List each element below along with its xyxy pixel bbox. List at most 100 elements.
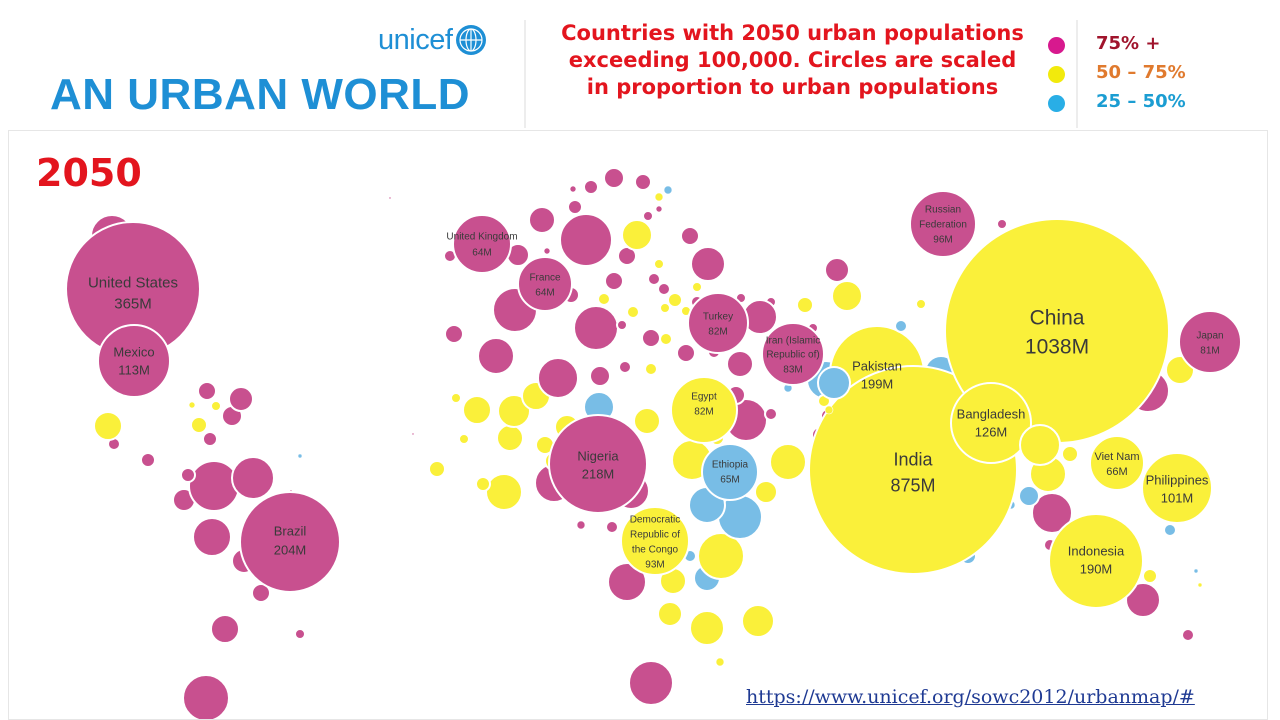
country-bubble[interactable] [589, 365, 611, 387]
country-bubble[interactable] [537, 357, 579, 399]
country-bubble[interactable] [192, 517, 232, 557]
bubble-russian-federation[interactable] [909, 190, 977, 258]
country-bubble[interactable] [824, 405, 834, 415]
country-bubble[interactable] [477, 337, 515, 375]
country-bubble[interactable] [1197, 582, 1203, 588]
country-bubble[interactable] [655, 205, 663, 213]
country-bubble[interactable] [1193, 568, 1199, 574]
source-link[interactable]: https://www.unicef.org/sowc2012/urbanmap… [746, 686, 1195, 708]
country-bubble[interactable] [231, 456, 275, 500]
country-bubble[interactable] [1181, 628, 1195, 642]
bubble-democratic-republic-of-the-congo[interactable] [620, 506, 690, 576]
country-bubble[interactable] [462, 395, 492, 425]
country-bubble[interactable] [690, 246, 726, 282]
country-bubble[interactable] [559, 213, 613, 267]
country-bubble[interactable] [628, 660, 674, 706]
country-bubble[interactable] [633, 407, 661, 435]
bubble-map[interactable]: United States 365M Mexico 113M Brazil 204M Uni… [9, 131, 1267, 719]
country-bubble[interactable] [653, 258, 665, 270]
country-bubble[interactable] [182, 674, 230, 719]
country-bubble[interactable] [428, 460, 446, 478]
bubble-france[interactable] [517, 256, 573, 312]
country-bubble[interactable] [659, 332, 673, 346]
country-bubble[interactable] [659, 302, 671, 314]
country-bubble[interactable] [726, 350, 754, 378]
country-bubble[interactable] [667, 292, 683, 308]
country-bubble[interactable] [583, 179, 599, 195]
country-bubble[interactable] [621, 219, 653, 251]
country-bubble[interactable] [567, 199, 583, 215]
country-bubble[interactable] [388, 196, 392, 200]
country-bubble[interactable] [616, 319, 628, 331]
bubble-japan[interactable] [1178, 310, 1242, 374]
bubble-viet-nam[interactable] [1089, 435, 1145, 491]
bubble-philippines[interactable] [1141, 452, 1213, 524]
country-bubble[interactable] [817, 366, 851, 400]
country-bubble[interactable] [497, 394, 531, 428]
country-bubble[interactable] [680, 226, 700, 246]
country-bubble[interactable] [210, 400, 222, 412]
country-bubble[interactable] [618, 360, 632, 374]
country-bubble[interactable] [210, 614, 240, 644]
country-bubble[interactable] [697, 532, 745, 580]
country-bubble[interactable] [996, 218, 1008, 230]
country-bubble[interactable] [597, 292, 611, 306]
country-bubble[interactable] [915, 298, 927, 310]
country-bubble[interactable] [657, 282, 671, 296]
country-bubble[interactable] [754, 480, 778, 504]
country-bubble[interactable] [644, 362, 658, 376]
country-bubble[interactable] [1125, 582, 1161, 618]
bubble-brazil[interactable] [239, 491, 341, 593]
country-bubble[interactable] [607, 562, 647, 602]
country-bubble[interactable] [496, 424, 524, 452]
country-bubble[interactable] [626, 305, 640, 319]
country-bubble[interactable] [831, 280, 863, 312]
bubble-iran-islamic-republic-of[interactable] [761, 322, 825, 386]
country-bubble[interactable] [228, 386, 254, 412]
country-bubble[interactable] [691, 281, 703, 293]
country-bubble[interactable] [634, 173, 652, 191]
country-bubble[interactable] [676, 343, 696, 363]
country-bubble[interactable] [573, 305, 619, 351]
country-bubble[interactable] [764, 407, 778, 421]
country-bubble[interactable] [180, 467, 196, 483]
country-bubble[interactable] [657, 601, 683, 627]
country-bubble[interactable] [444, 324, 464, 344]
bubble-indonesia[interactable] [1048, 513, 1144, 609]
country-bubble[interactable] [654, 192, 664, 202]
country-bubble[interactable] [188, 401, 196, 409]
country-bubble[interactable] [140, 452, 156, 468]
bubble-turkey[interactable] [687, 292, 749, 354]
country-bubble[interactable] [689, 610, 725, 646]
country-bubble[interactable] [411, 432, 415, 436]
country-bubble[interactable] [641, 328, 661, 348]
country-bubble[interactable] [1018, 485, 1040, 507]
country-bubble[interactable] [528, 206, 556, 234]
country-bubble[interactable] [715, 657, 725, 667]
country-bubble[interactable] [824, 257, 850, 283]
bubble-bangladesh[interactable] [950, 382, 1032, 464]
bubble-ethiopia[interactable] [701, 443, 759, 501]
country-bubble[interactable] [485, 473, 523, 511]
country-bubble[interactable] [769, 443, 807, 481]
country-bubble[interactable] [1031, 492, 1073, 534]
country-bubble[interactable] [604, 271, 624, 291]
country-bubble[interactable] [543, 247, 551, 255]
country-bubble[interactable] [294, 628, 306, 640]
country-bubble[interactable] [603, 167, 625, 189]
country-bubble[interactable] [1061, 445, 1079, 463]
country-bubble[interactable] [1163, 523, 1177, 537]
country-bubble[interactable] [190, 416, 208, 434]
country-bubble[interactable] [458, 433, 470, 445]
country-bubble[interactable] [569, 185, 577, 193]
country-bubble[interactable] [1019, 424, 1061, 466]
country-bubble[interactable] [576, 520, 586, 530]
country-bubble[interactable] [475, 476, 491, 492]
bubble-nigeria[interactable] [548, 414, 648, 514]
bubble-egypt[interactable] [670, 376, 738, 444]
country-bubble[interactable] [93, 411, 123, 441]
country-bubble[interactable] [894, 319, 908, 333]
bubble-united-kingdom[interactable] [452, 214, 512, 274]
country-bubble[interactable] [796, 296, 814, 314]
country-bubble[interactable] [642, 210, 654, 222]
